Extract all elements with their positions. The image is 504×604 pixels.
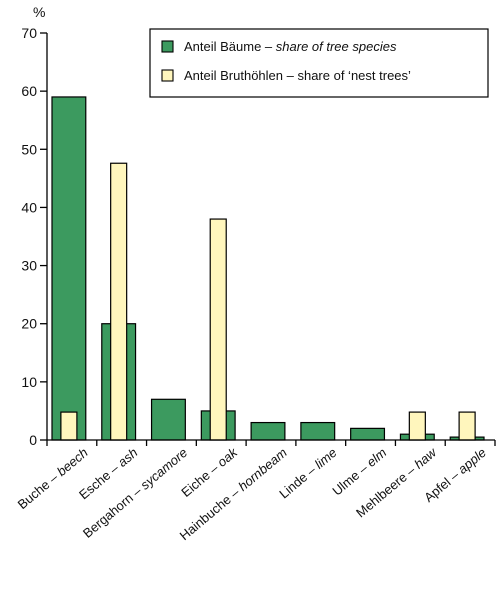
bar-tree-share-hornbeam [250,421,286,441]
y-tick-label-0: 0 [29,432,37,448]
y-tick-label-10: 10 [21,374,37,390]
y-tick-label-70: 70 [21,25,37,41]
y-tick-label-60: 60 [21,83,37,99]
y-axis-label: % [33,4,45,20]
bar-tree-share-beech [51,96,87,441]
bar-tree-share-elm [350,427,386,441]
bar-nest-share-beech [60,411,78,441]
bars-layer [51,96,485,441]
bar-nest-share-ash [110,162,128,441]
y-tick-label-40: 40 [21,199,37,215]
category-label-beech: Buche – beech [15,445,91,512]
legend-label-nest-trees: Anteil Bruthöhlen – share of ‘nest trees… [184,68,411,83]
bar-nest-share-haw [408,411,426,441]
y-tick-label-20: 20 [21,316,37,332]
legend-box [149,28,489,98]
legend-swatch-trees [161,40,174,53]
legend-label-trees: Anteil Bäume – share of tree species [184,39,397,54]
bar-tree-share-sycamore [150,398,186,441]
bar-nest-share-apple [458,411,476,441]
bar-tree-share-lime [300,421,336,441]
legend: Anteil Bäume – share of tree species Ante… [149,28,489,98]
y-tick-label-30: 30 [21,258,37,274]
y-tick-label-50: 50 [21,141,37,157]
legend-swatch-nest-trees [161,69,174,82]
bar-nest-share-oak [209,218,227,441]
